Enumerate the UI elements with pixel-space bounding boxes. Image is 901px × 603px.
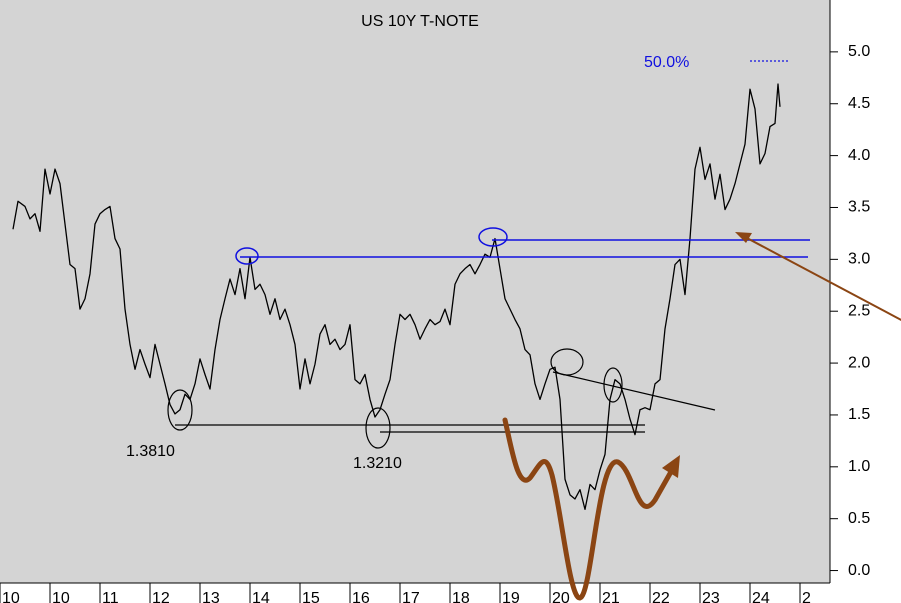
highlight-ellipse bbox=[235, 247, 259, 265]
highlight-ellipse bbox=[167, 389, 193, 431]
annotation-label: 1.3810 bbox=[126, 443, 175, 460]
arrow-head bbox=[735, 232, 752, 243]
x-tick-label: 10 bbox=[52, 590, 70, 603]
x-tick-label: 21 bbox=[602, 590, 620, 603]
trend-line bbox=[552, 371, 716, 411]
x-tick-label: 19 bbox=[502, 590, 520, 603]
arrow-head bbox=[662, 455, 680, 478]
y-tick-label: 5.0 bbox=[848, 43, 870, 60]
highlight-ellipse bbox=[603, 367, 623, 403]
y-tick-label: 0.0 bbox=[848, 562, 870, 579]
x-tick-label: 16 bbox=[352, 590, 370, 603]
pointer-arrow bbox=[744, 236, 901, 322]
y-tick-label: 1.0 bbox=[848, 458, 870, 475]
x-tick-label: 24 bbox=[752, 590, 770, 603]
x-tick-label: 20 bbox=[552, 590, 570, 603]
chart-title: US 10Y T-NOTE bbox=[361, 13, 479, 30]
highlight-ellipse bbox=[478, 227, 508, 247]
y-tick-label: 2.0 bbox=[848, 354, 870, 371]
x-tick-label: 15 bbox=[302, 590, 320, 603]
x-tick-label: 10 bbox=[2, 590, 20, 603]
y-tick-label: 3.5 bbox=[848, 199, 870, 216]
annotation-label: 50.0% bbox=[644, 54, 689, 71]
x-tick-label: 2 bbox=[802, 590, 811, 603]
x-tick-label: 12 bbox=[152, 590, 170, 603]
x-tick-label: 14 bbox=[252, 590, 270, 603]
y-tick-label: 3.0 bbox=[848, 251, 870, 268]
x-tick-label: 13 bbox=[202, 590, 220, 603]
y-tick-label: 4.5 bbox=[848, 95, 870, 112]
x-tick-label: 23 bbox=[702, 590, 720, 603]
plot-area bbox=[0, 0, 830, 583]
annotation-label: 1.3210 bbox=[353, 455, 402, 472]
x-tick-label: 11 bbox=[102, 590, 119, 603]
highlight-ellipse bbox=[550, 348, 584, 376]
price-line bbox=[12, 83, 781, 510]
y-tick-label: 2.5 bbox=[848, 302, 870, 319]
x-tick-label: 22 bbox=[652, 590, 670, 603]
highlight-ellipse bbox=[365, 407, 391, 449]
y-tick-label: 1.5 bbox=[848, 406, 870, 423]
y-tick-label: 4.0 bbox=[848, 147, 870, 164]
annotation-layer: 1.3810 1.3210 50.0% bbox=[126, 54, 901, 601]
y-tick-label: 0.5 bbox=[848, 510, 870, 527]
x-tick-label: 17 bbox=[402, 590, 420, 603]
x-tick-label: 18 bbox=[452, 590, 470, 603]
scenario-arrow bbox=[502, 417, 675, 601]
plot-layer: 0.0 0.5 1.0 1.5 2.0 2.5 3.0 3.5 4.0 4.5 5.0 10 10 11 1… bbox=[0, 43, 870, 603]
